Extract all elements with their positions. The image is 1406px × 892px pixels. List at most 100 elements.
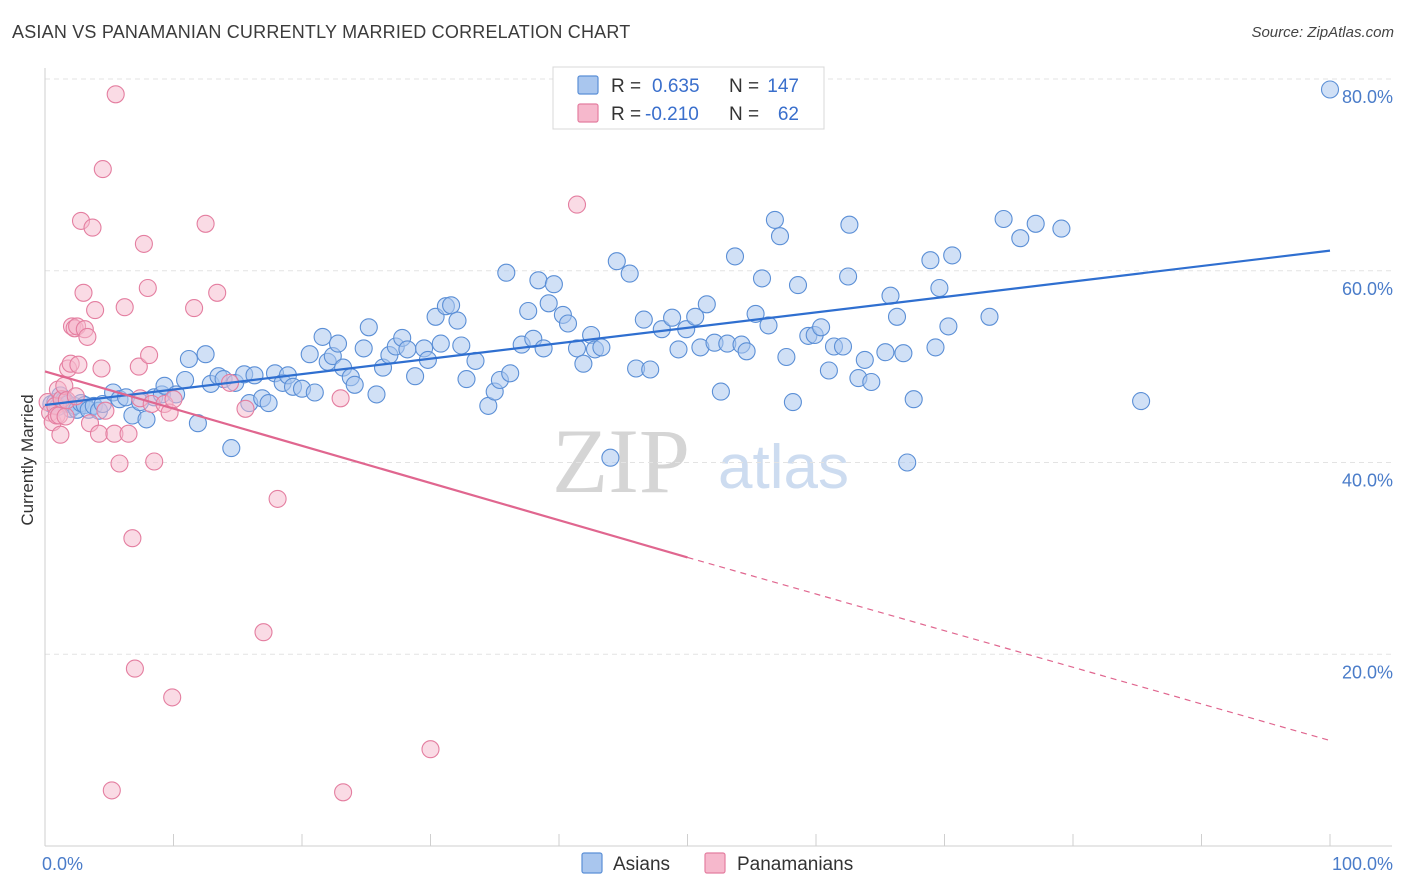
panamanian-point (123, 529, 142, 548)
asian-point (840, 215, 859, 234)
asian-point (921, 251, 940, 270)
asian-point (697, 295, 716, 314)
asian-point (819, 361, 838, 380)
panamanian-point (125, 659, 144, 678)
legend-r-label-asians: R = (611, 76, 641, 97)
panamanian-point (145, 452, 164, 471)
panamanian-point (268, 489, 287, 508)
asian-point (567, 339, 587, 358)
legend-r-label-panamanians: R = (611, 104, 641, 125)
asian-point (663, 308, 682, 327)
panamanian-point (140, 346, 159, 365)
asian-point (887, 307, 907, 326)
asian-point (519, 301, 538, 321)
asian-point (1011, 229, 1030, 248)
x-tick-label: 0.0% (42, 854, 83, 874)
panamanian-point (51, 425, 70, 444)
asian-point (1052, 219, 1071, 238)
asian-point (620, 264, 639, 283)
asian-point (669, 340, 688, 359)
asian-point (497, 263, 516, 282)
legend-n-label-panamanians: N = (729, 104, 759, 125)
watermark: ZIP atlas (552, 410, 849, 512)
trend-lines (44, 249, 1331, 742)
stats-legend: R = 0.635 N = 147 R = -0.210 N = 62 (552, 66, 825, 130)
legend-n-value-asians: 147 (767, 76, 799, 97)
asian-point (574, 354, 593, 373)
asian-point (607, 252, 626, 271)
asian-point (300, 345, 319, 364)
legend-label-asians: Asians (613, 854, 670, 875)
legend-n-label-asians: N = (729, 76, 759, 97)
legend-swatch-panamanians-bottom (704, 852, 726, 874)
panamanian-point (163, 688, 182, 707)
asian-point (367, 385, 386, 404)
asian-point (783, 393, 802, 412)
panamanian-trend-extension (687, 556, 1331, 742)
asian-point (725, 247, 745, 266)
asian-point (770, 227, 790, 246)
asian-point (1026, 214, 1045, 233)
y-tick-label: 20.0% (1342, 662, 1393, 682)
asian-point (137, 410, 156, 429)
asian-point (398, 340, 417, 359)
asian-point (686, 307, 705, 326)
asian-point (833, 337, 853, 356)
panamanian-point (93, 160, 112, 179)
asian-point (354, 339, 373, 358)
panamanian-point (138, 278, 157, 298)
asian-point (634, 310, 653, 329)
panamanian-point (185, 299, 204, 318)
y-axis-label: Currently Married (18, 394, 37, 525)
asian-trend-line (44, 249, 1331, 407)
panamanian-point (56, 407, 75, 426)
asian-point (711, 382, 730, 401)
asian-point (980, 307, 999, 326)
asian-point (898, 453, 917, 472)
y-tick-label: 60.0% (1342, 279, 1393, 299)
panamanian-point (254, 623, 273, 642)
asian-point (534, 339, 553, 358)
panamanian-point (83, 218, 102, 237)
asian-point (457, 370, 476, 389)
series-panamanians (38, 85, 587, 802)
watermark-zip: ZIP (552, 410, 690, 512)
asian-point (179, 349, 198, 369)
asian-point (777, 347, 796, 367)
asian-point (788, 276, 808, 295)
panamanian-point (86, 301, 105, 320)
asian-point (529, 271, 548, 290)
asian-point (862, 372, 881, 392)
asian-point (926, 338, 945, 357)
asian-point (501, 364, 520, 383)
asian-point (943, 246, 962, 265)
asian-point (812, 318, 831, 337)
panamanian-point (78, 327, 97, 346)
asian-point (259, 394, 278, 413)
panamanian-point (106, 85, 125, 104)
asian-point (442, 296, 461, 315)
asian-point (1132, 392, 1151, 411)
panamanian-point (115, 298, 134, 317)
panamanian-point (110, 454, 129, 473)
asian-point (592, 338, 611, 357)
asian-point (737, 342, 756, 361)
asian-point (176, 370, 195, 390)
panamanian-point (134, 234, 153, 253)
asian-point (855, 350, 874, 369)
legend-r-value-asians: 0.635 (652, 76, 700, 97)
panamanian-point (208, 283, 227, 302)
legend-r-value-panamanians: -0.210 (645, 104, 699, 125)
asian-point (876, 343, 895, 362)
legend-label-panamanians: Panamanians (737, 854, 853, 875)
asian-point (305, 383, 324, 402)
panamanian-point (102, 781, 121, 800)
panamanian-point (92, 359, 111, 378)
tick-labels: 20.0% 40.0% 60.0% 80.0% 0.0% 100.0% (42, 87, 1393, 874)
asian-point (1320, 80, 1340, 99)
asian-point (359, 318, 378, 337)
asian-point (313, 327, 332, 346)
asian-point (196, 345, 215, 364)
asian-point (601, 448, 620, 467)
